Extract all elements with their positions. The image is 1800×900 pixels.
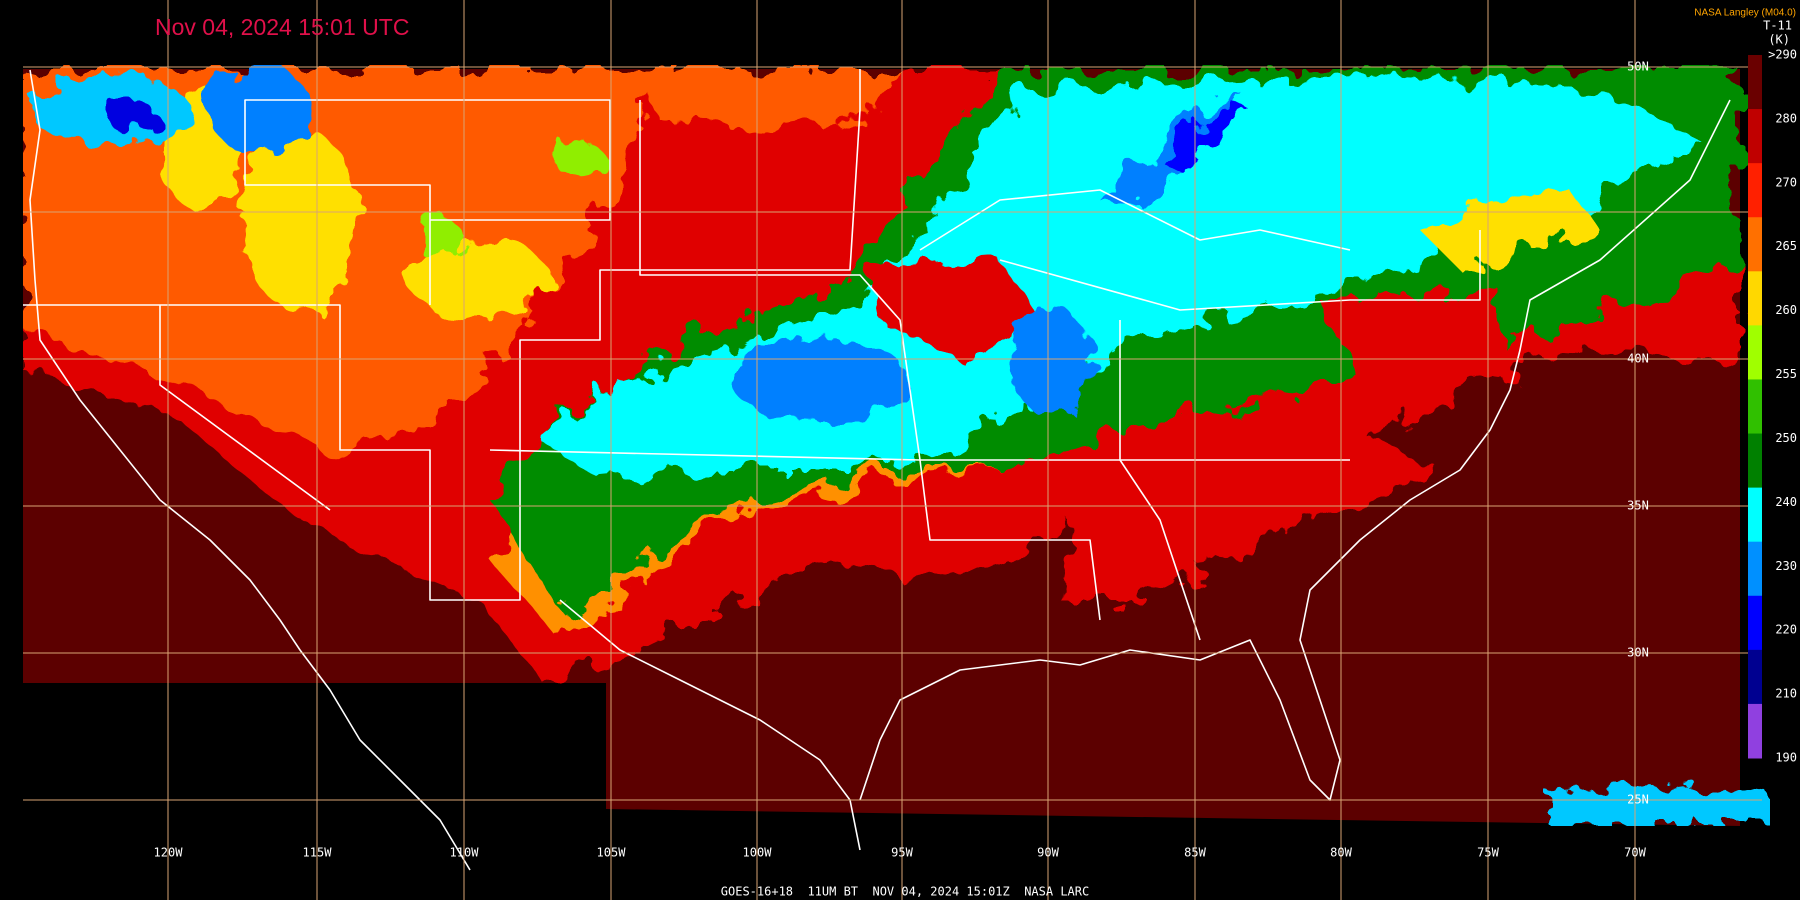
colorbar-label: 250 [1775,431,1797,445]
colorbar-label: 190 [1775,751,1797,765]
colorbar-label: 210 [1775,687,1797,701]
colorbar-segment [1748,217,1762,272]
temp-region [870,260,1040,360]
colorbar-label: 230 [1775,559,1797,573]
temp-region [1100,90,1240,210]
latitude-label: 25N [1627,793,1649,807]
temp-region [1160,100,1250,170]
temp-region [730,340,910,420]
colorbar-label: 220 [1775,623,1797,637]
state-border [489,449,1350,461]
temp-region [1420,180,1600,270]
temp-region [555,142,605,178]
longitude-label: 120W [154,846,184,860]
state-border [159,305,331,511]
temp-region [1320,290,1500,380]
latitude-label: 30N [1627,646,1649,660]
longitude-label: 80W [1330,846,1352,860]
colorbar-label: 255 [1775,367,1797,381]
cloud-layer [23,65,1770,826]
latitude-label: 50N [1627,60,1649,74]
temp-region [410,240,550,320]
latitude-label: 40N [1627,352,1649,366]
longitude-label: 85W [1184,846,1206,860]
colorbar-segment [1748,379,1762,435]
unit-label: (K) [1768,33,1790,47]
state-border [244,99,611,305]
colorbar-label: 240 [1775,495,1797,509]
state-border [919,189,1351,251]
temp-region [1060,400,1440,600]
temp-region [1010,305,1090,415]
temp-region [1550,785,1770,826]
colorbar-segment [1748,541,1762,597]
longitude-label: 90W [1037,846,1059,860]
longitude-label: 110W [450,846,480,860]
colorbar-segment [1748,55,1762,110]
colorbar-segment [1748,487,1762,543]
colorbar-label: 265 [1775,239,1797,253]
colorbar-segment [1748,703,1762,759]
colorbar-segment [1748,109,1762,164]
colorbar-segment [1748,595,1762,651]
colorbar-segment [1748,271,1762,326]
graticule: 120W 115W 110W 105W 100W 95W 90W 85W 80W 75W 70W 50… [23,0,1762,900]
state-border [1119,320,1201,641]
product-label: T-11 [1763,19,1792,33]
colorbar-segment [1748,163,1762,218]
colorbar: >290 280 270 265 260 255 250 240 230 220 210 190 [1748,48,1797,765]
temp-region [640,69,900,130]
footer: GOES-16+18 11UM BT NOV 04, 2024 15:01Z N… [721,885,1089,899]
longitude-label: 95W [891,846,913,860]
temp-region [105,100,155,130]
colorbar-label: 280 [1775,111,1797,125]
colorbar-segment [1748,325,1762,380]
longitude-label: 115W [303,846,333,860]
colorbar-segment [1748,433,1762,489]
longitude-label: 105W [597,846,627,860]
temp-region [240,130,360,310]
longitude-label: 70W [1624,846,1646,860]
credit: NASA Langley (M04.0) [1694,8,1796,19]
latitude-label: 35N [1627,499,1649,513]
longitude-label: 100W [743,846,773,860]
colorbar-segment [1748,649,1762,705]
colorbar-label: 270 [1775,175,1797,189]
state-border [999,230,1481,311]
temp-region [210,65,310,155]
state-border [23,69,861,601]
borders [23,69,1731,871]
coastline [29,69,471,871]
colorbar-label: 260 [1775,303,1797,317]
timestamp-title: Nov 04, 2024 15:01 UTC [155,14,409,40]
temp-region [415,220,465,260]
coastline [859,99,1731,801]
longitude-label: 75W [1477,846,1499,860]
colorbar-label: >290 [1768,48,1797,62]
